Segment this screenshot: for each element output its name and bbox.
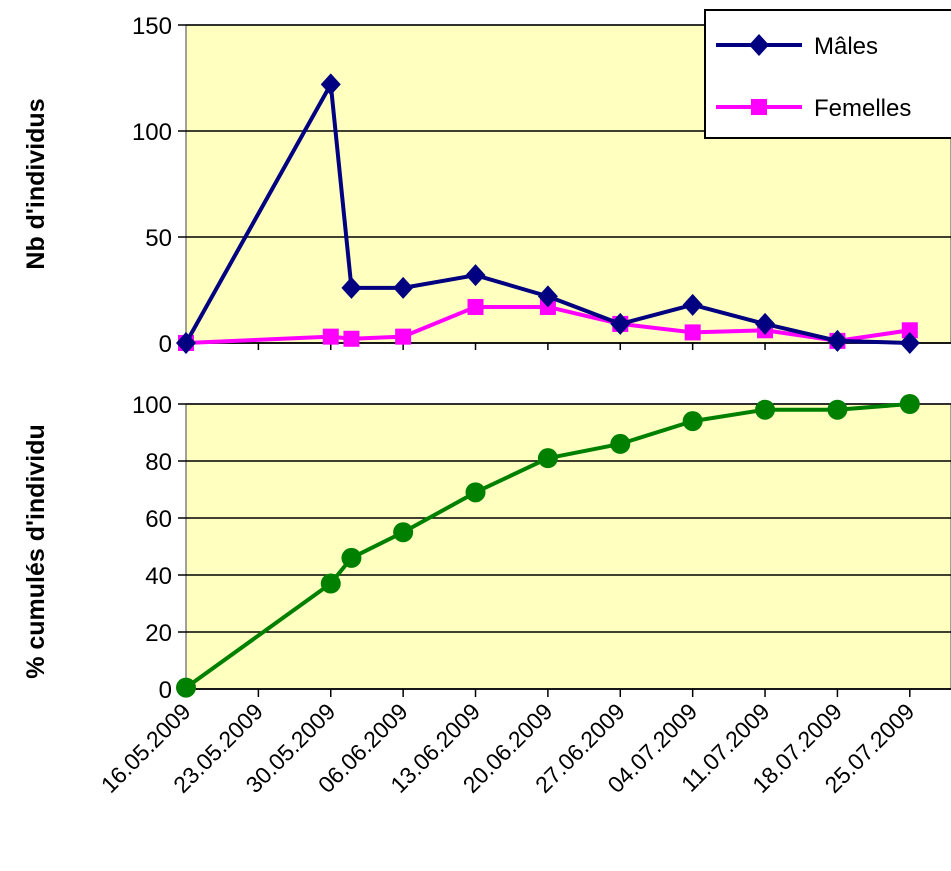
legend: Mâles Femelles <box>704 9 951 139</box>
bottom-y-tick-label: 60 <box>145 506 172 533</box>
cumulative-series-point <box>465 482 486 503</box>
cumulative-series-point <box>682 411 703 432</box>
males-series-point <box>899 332 920 354</box>
top-y-axis-title: Nb d'individus <box>22 98 50 269</box>
legend-marker <box>751 99 767 115</box>
top-y-tick-label: 100 <box>132 119 172 146</box>
males-series-point <box>320 73 341 96</box>
bottom-y-tick-label: 40 <box>145 563 172 590</box>
males-series-point <box>341 276 362 299</box>
males-series-point <box>465 264 486 287</box>
bottom-plot-area <box>185 403 951 690</box>
cumulative-series-point <box>341 547 362 568</box>
cumulative-series-point <box>320 573 341 594</box>
legend-marker <box>749 34 769 56</box>
cumulative-series-point <box>899 394 920 414</box>
top-y-tick-label: 0 <box>159 331 172 358</box>
legend-box <box>704 9 951 139</box>
top-panel: 0 50 100 150 Nb d'individus Mâles Femelles <box>22 9 951 358</box>
bottom-y-axis-title: % cumulés d'individu <box>22 424 50 679</box>
top-y-tick-label: 50 <box>145 225 172 252</box>
legend-label: Femelles <box>814 95 911 122</box>
males-series-point <box>537 285 558 308</box>
females-series-point <box>684 324 701 341</box>
males-series-point <box>827 329 848 352</box>
cumulative-series-point <box>393 522 414 543</box>
bottom-panel: 0 20 40 60 80 100 % cumulés d'individu <box>22 392 951 704</box>
cumulative-series-point <box>537 448 558 469</box>
females-series-point <box>901 322 918 339</box>
legend-label: Mâles <box>814 33 878 60</box>
bottom-y-tick-label: 0 <box>159 677 172 704</box>
males-series-point <box>393 276 414 299</box>
bottom-y-tick-label: 100 <box>132 392 172 419</box>
females-series-point <box>343 330 360 347</box>
bottom-y-tick-label: 80 <box>145 449 172 476</box>
cumulative-series-point <box>610 433 631 454</box>
males-series-point <box>176 332 196 354</box>
cumulative-series-point <box>755 399 776 420</box>
males-series-point <box>610 312 631 335</box>
males-series-point <box>755 312 776 335</box>
females-series-point <box>395 328 412 345</box>
x-axis-tick-labels: 16.05.200923.05.200930.05.200906.06.2009… <box>96 698 920 798</box>
males-series-point <box>682 293 703 316</box>
females-series-point <box>467 298 484 315</box>
cumulative-series-point <box>827 399 848 420</box>
females-series-point <box>322 328 339 345</box>
top-y-tick-label: 150 <box>132 13 172 40</box>
bottom-y-tick-label: 20 <box>145 620 172 647</box>
cumulative-series-point <box>176 677 196 698</box>
